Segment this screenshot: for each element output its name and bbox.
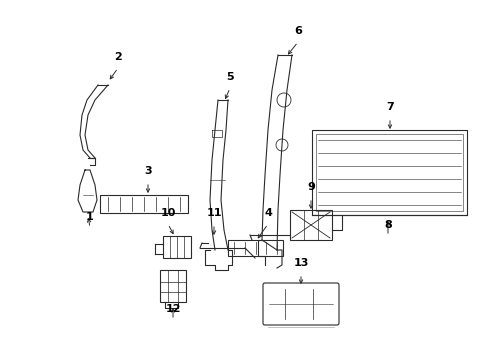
Text: 4: 4: [264, 208, 271, 218]
Bar: [227, 240, 283, 256]
Text: 13: 13: [293, 258, 308, 268]
Text: 8: 8: [384, 220, 391, 230]
Bar: [100, 195, 187, 213]
Text: 11: 11: [206, 208, 221, 218]
Text: 7: 7: [386, 102, 393, 112]
Text: 6: 6: [293, 26, 301, 36]
Text: 1: 1: [86, 212, 94, 222]
Text: 10: 10: [160, 208, 175, 218]
Bar: [289, 210, 331, 240]
Text: 12: 12: [165, 304, 181, 314]
Bar: [315, 134, 462, 211]
Bar: [311, 130, 466, 215]
Text: 3: 3: [144, 166, 151, 176]
Text: 2: 2: [114, 52, 122, 62]
Bar: [160, 270, 185, 302]
Bar: [163, 236, 191, 258]
Text: 9: 9: [306, 182, 314, 192]
Text: 5: 5: [226, 72, 233, 82]
